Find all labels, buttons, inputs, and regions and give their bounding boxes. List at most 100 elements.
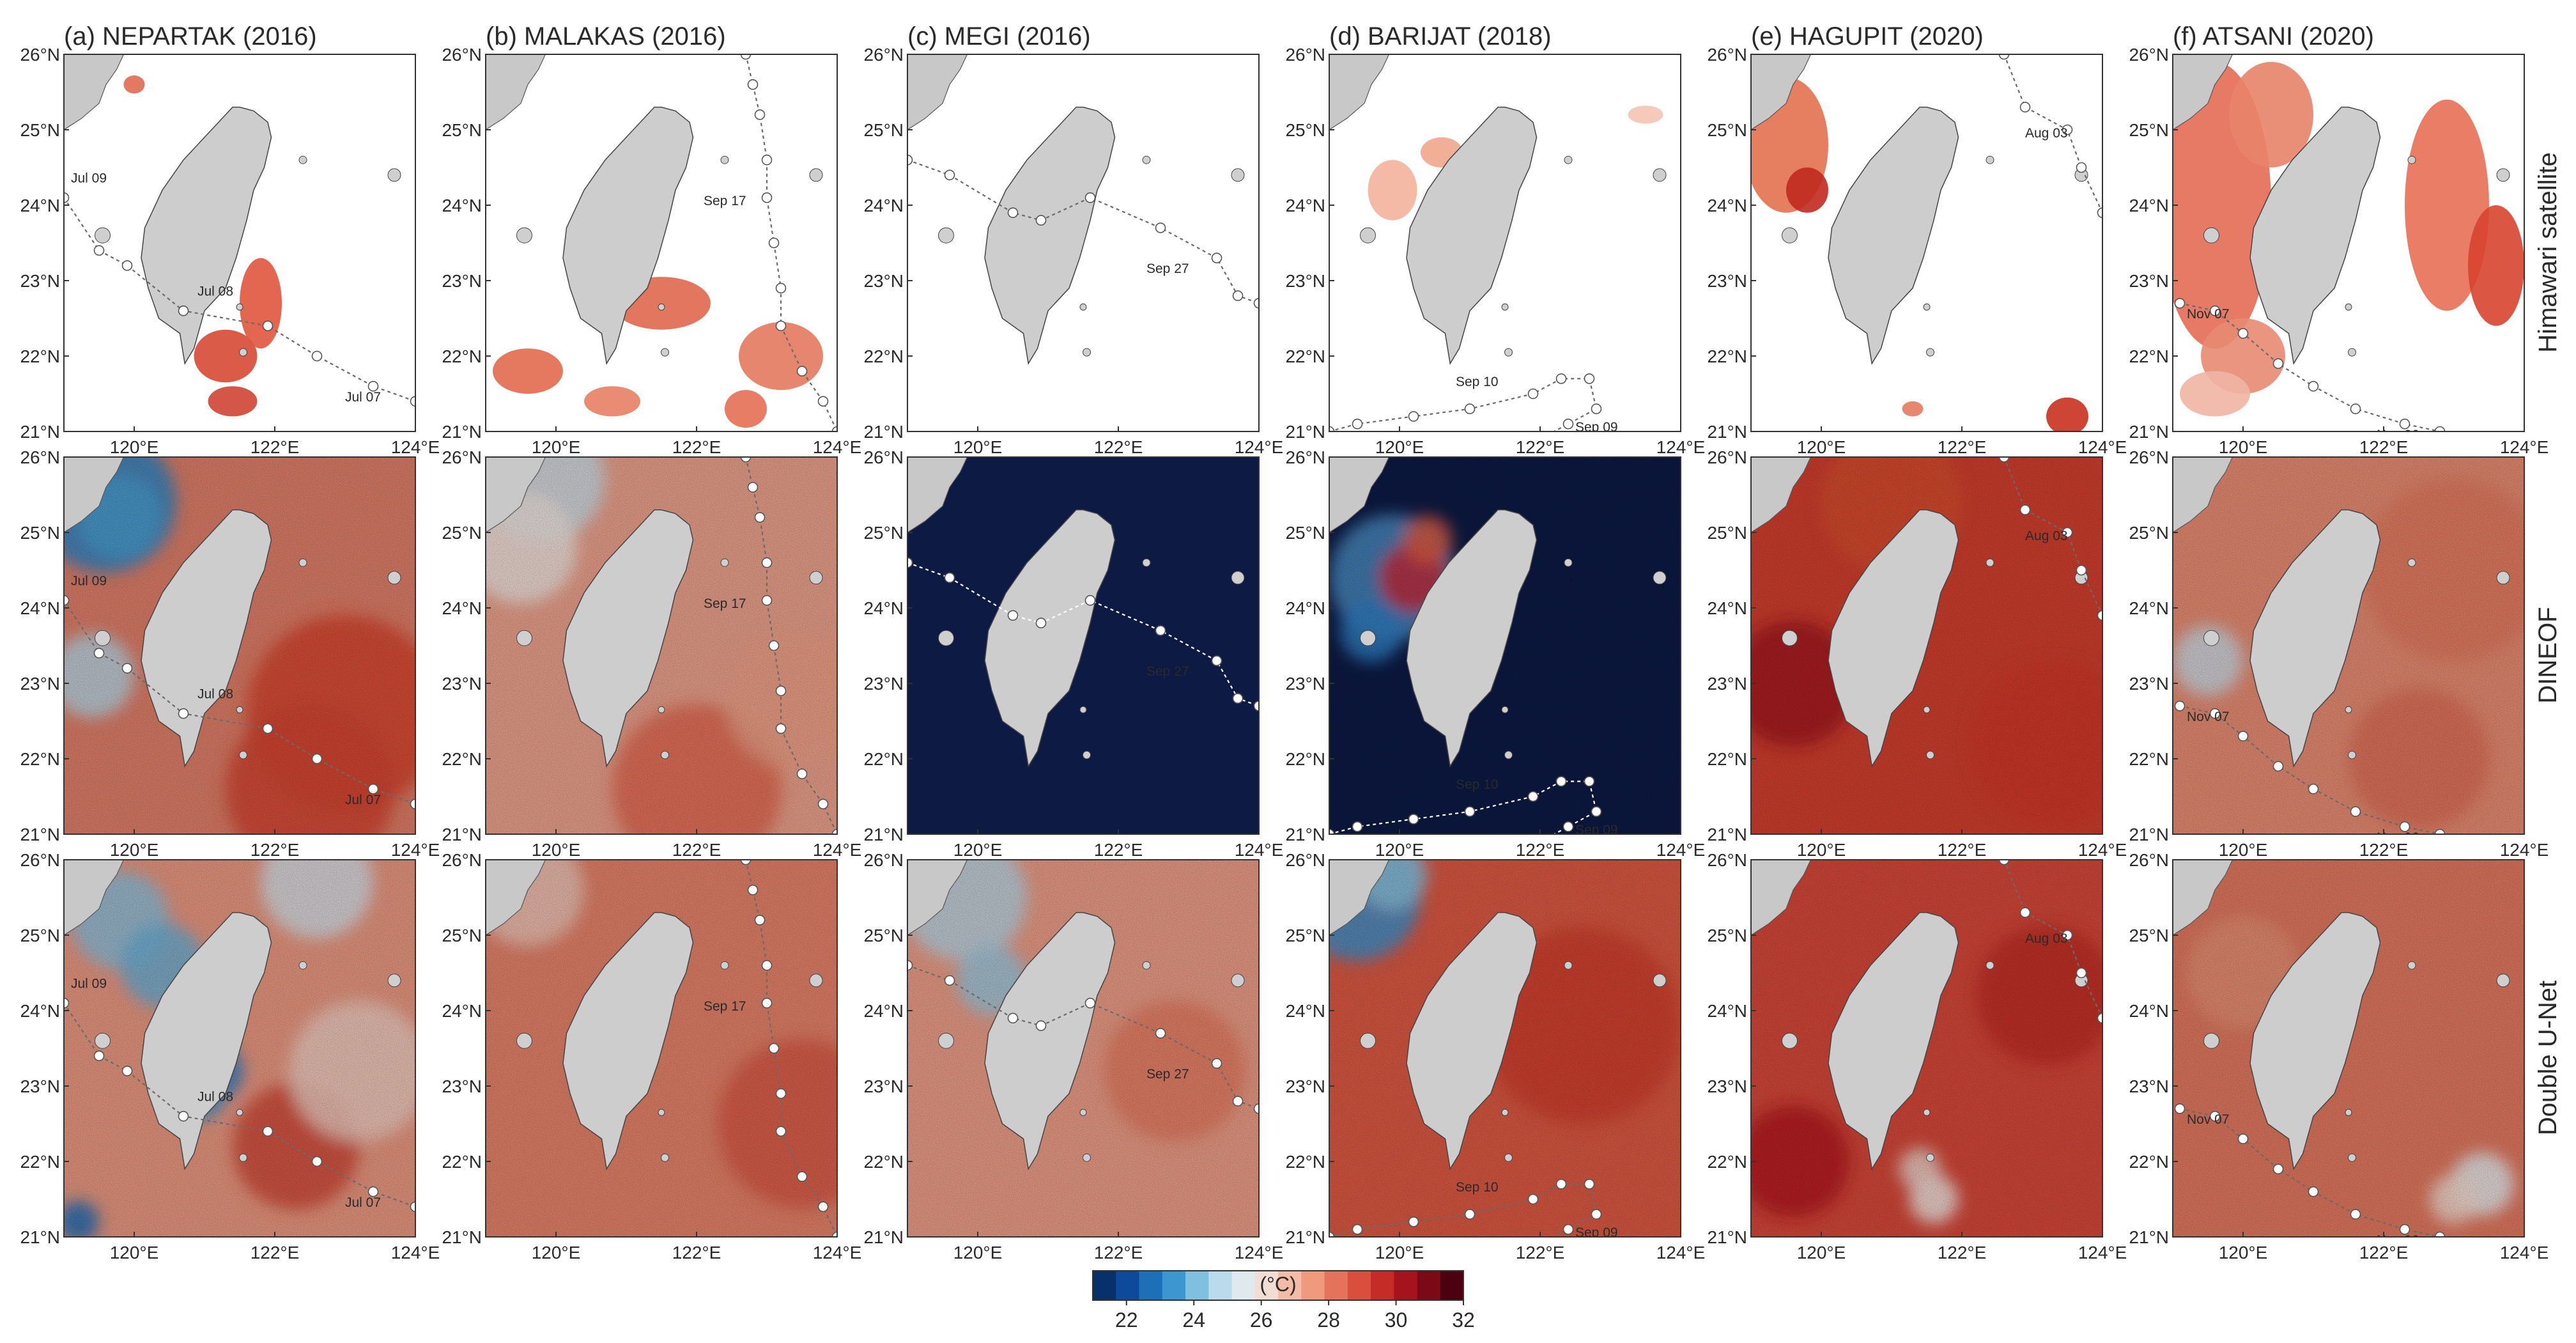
track-point xyxy=(1562,821,1574,832)
taiwan-landmass xyxy=(984,912,1116,1170)
lat-tick-label: 26°N xyxy=(1285,850,1325,870)
lat-tick-label: 22°N xyxy=(20,346,60,366)
row-label-dineof: DINEOF xyxy=(2534,607,2562,703)
track-date-label: Sep 17 xyxy=(704,194,746,208)
track-point xyxy=(1253,701,1259,711)
lon-tick-label: 120°E xyxy=(1797,1243,1846,1262)
sst-observation-patch xyxy=(123,75,145,94)
lat-tick-label: 23°N xyxy=(1707,271,1747,291)
lon-tick-label: 124°E xyxy=(2500,840,2549,860)
lon-tick-label: 122°E xyxy=(672,1243,721,1262)
lat-tick-label: 22°N xyxy=(2129,1152,2169,1172)
track-date-label: Sep 10 xyxy=(1456,777,1499,792)
taiwan-landmass xyxy=(141,509,272,768)
track-point xyxy=(2399,1223,2410,1235)
island xyxy=(1231,571,1245,585)
track-point xyxy=(2076,967,2087,979)
panel-frame xyxy=(907,54,1260,432)
island xyxy=(2345,303,2352,311)
lat-tick-label: 21°N xyxy=(1285,825,1325,844)
lat-tick-label: 26°N xyxy=(1285,447,1325,467)
lon-tick-label: 122°E xyxy=(2359,840,2409,860)
lon-tick-label: 124°E xyxy=(2078,1243,2127,1262)
track-point xyxy=(2237,1133,2249,1144)
track-point xyxy=(1211,252,1222,263)
lat-tick-label: 23°N xyxy=(20,271,60,291)
track-date-label: Sep 10 xyxy=(1456,375,1499,389)
colorbar-unit: (°C) xyxy=(1260,1273,1296,1296)
track-point xyxy=(2209,305,2221,316)
track-point xyxy=(1998,457,2010,463)
island xyxy=(2203,630,2219,646)
track-point xyxy=(944,975,955,986)
track-point xyxy=(1007,207,1019,219)
island xyxy=(387,571,401,585)
track-point xyxy=(1408,814,1419,825)
lat-tick-label: 24°N xyxy=(442,598,482,618)
taiwan-landmass xyxy=(562,106,694,365)
track-date-label: Jul 07 xyxy=(345,1195,381,1210)
lat-tick-label: 22°N xyxy=(863,749,904,769)
lat-tick-label: 21°N xyxy=(1285,1227,1325,1247)
panel-frame xyxy=(907,859,1260,1238)
track-date-label: Nov 07 xyxy=(2187,1112,2230,1127)
lat-tick-label: 22°N xyxy=(2129,346,2169,366)
track-point xyxy=(1232,693,1244,704)
lon-tick-label: 120°E xyxy=(953,840,1003,860)
map-panel: Nov 07 Nov 06 26°N 25°N 24°N 23°N 22°N 21°N 120°… xyxy=(2129,45,2549,457)
track-point xyxy=(768,1043,780,1054)
typhoon-track xyxy=(907,562,1259,707)
track-date-label: Jul 07 xyxy=(345,793,381,807)
track-point xyxy=(1408,411,1419,422)
track-point xyxy=(1562,1223,1574,1235)
colorbar-frame xyxy=(1092,1270,1464,1301)
track-point xyxy=(1527,791,1539,802)
lat-tick-label: 24°N xyxy=(863,196,904,215)
track-point xyxy=(817,798,829,810)
map-panel: Sep 17 26°N 25°N 24°N 23°N 22°N 21°N 120°E 122°E… xyxy=(442,45,861,457)
track-point xyxy=(93,648,105,659)
track-point xyxy=(2308,783,2319,795)
lon-tick-label: 120°E xyxy=(532,840,581,860)
island xyxy=(1653,168,1667,182)
lat-tick-label: 26°N xyxy=(20,45,60,65)
track-point xyxy=(2434,828,2446,834)
lat-tick-label: 25°N xyxy=(863,523,904,543)
mainland-coast xyxy=(907,54,968,130)
lat-tick-label: 21°N xyxy=(863,422,904,442)
lat-tick-label: 22°N xyxy=(442,346,482,366)
mainland-coast xyxy=(907,457,968,533)
panel-frame xyxy=(2172,456,2525,835)
colorbar-cell xyxy=(1394,1271,1417,1300)
lon-tick-label: 124°E xyxy=(391,840,440,860)
track-point xyxy=(1084,594,1096,606)
lat-tick-label: 24°N xyxy=(442,196,482,215)
track-point xyxy=(93,1050,105,1062)
lat-tick-label: 22°N xyxy=(20,749,60,769)
sst-observation-patch xyxy=(2229,61,2313,168)
lon-tick-label: 124°E xyxy=(1235,1243,1284,1262)
island xyxy=(1926,750,1934,759)
island xyxy=(1079,706,1087,713)
island xyxy=(1083,750,1091,759)
colorbar-tick-label: 32 xyxy=(1452,1308,1475,1331)
sst-observation-patch xyxy=(1628,105,1663,124)
island xyxy=(938,630,954,646)
track-point xyxy=(796,768,808,779)
typhoon-track xyxy=(744,860,837,1237)
track-point xyxy=(2308,380,2319,392)
lat-tick-label: 24°N xyxy=(1707,1001,1747,1021)
colorbar-cell xyxy=(1254,1271,1279,1300)
lon-tick-label: 120°E xyxy=(1375,1243,1424,1262)
track-point xyxy=(775,283,787,294)
panel-frame xyxy=(1329,859,1681,1238)
taiwan-landmass xyxy=(984,106,1116,365)
track-point xyxy=(944,169,955,181)
map-panel: Sep 27 26°N 25°N 24°N 23°N 22°N 21°N 120°E 122°E… xyxy=(863,45,1283,457)
column-title-f: (f) ATSANI (2020) xyxy=(2173,22,2374,50)
row-label-himawari: Himawari satellite xyxy=(2534,152,2562,352)
track-date-label: Aug 03 xyxy=(2025,126,2068,141)
lat-tick-label: 25°N xyxy=(442,523,482,543)
lon-tick-label: 124°E xyxy=(2500,1243,2549,1262)
